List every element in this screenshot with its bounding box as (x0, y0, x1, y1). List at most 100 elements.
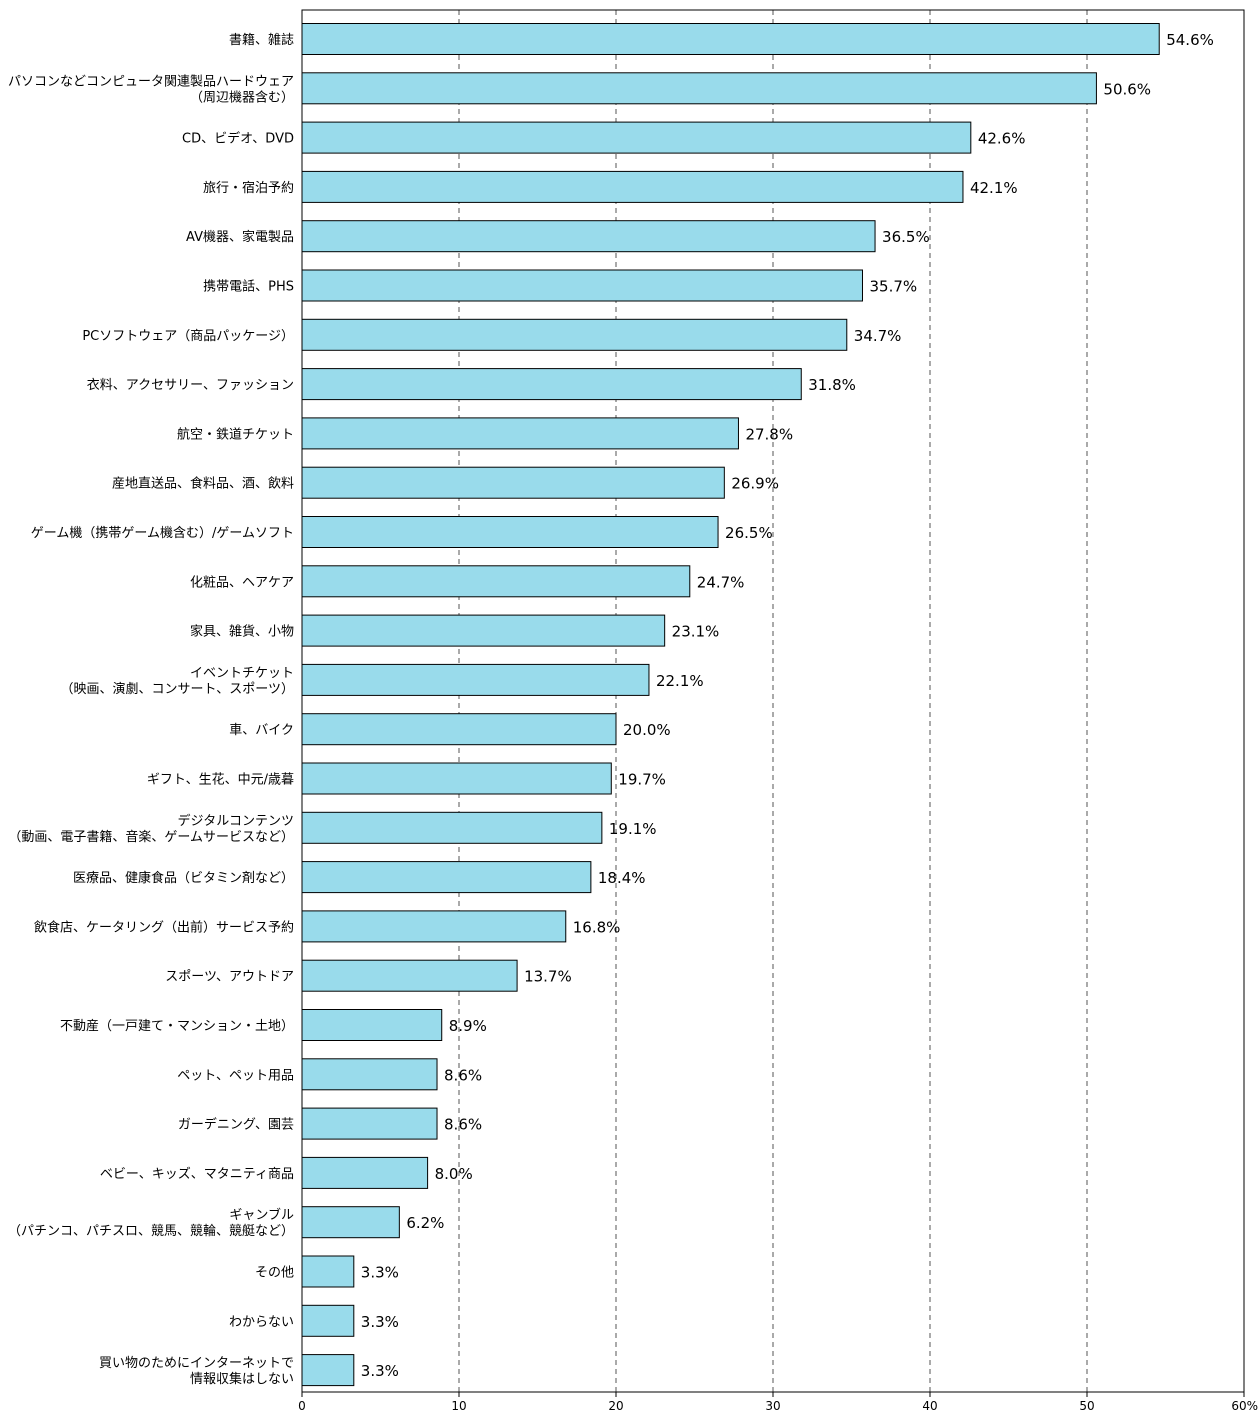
bar (301, 23, 1160, 55)
category-label: 携帯電話、PHS (203, 279, 294, 295)
bar (301, 861, 592, 894)
category-label-line: ガーデニング、園芸 (178, 1117, 294, 1133)
category-label-line: 書籍、雑誌 (229, 32, 294, 48)
category-label: 買い物のためにインターネットで情報収集はしない (99, 1356, 294, 1387)
bar (301, 1206, 400, 1239)
category-label-line: ギャンブル (229, 1207, 294, 1223)
category-label: 車、バイク (229, 723, 294, 738)
value-label: 36.5% (882, 228, 930, 246)
bar (301, 1304, 355, 1337)
bar (301, 1009, 443, 1041)
value-label: 20.0% (623, 721, 671, 739)
category-label: ギャンブル（パチンコ、パチスロ、競馬、競輪、競艇など） (8, 1207, 294, 1239)
bar (301, 910, 567, 943)
category-label-line: 航空・鉄道チケット (177, 426, 294, 442)
x-tick-label: 60% (1231, 1399, 1258, 1413)
category-label: AV機器、家電製品 (186, 229, 294, 245)
category-label: 医療品、健康食品（ビタミン剤など） (73, 870, 294, 886)
x-tick-label: 50 (1079, 1399, 1094, 1413)
category-label-line: ゲーム機（携帯ゲーム機含む）/ゲームソフト (31, 525, 294, 541)
value-label: 42.6% (978, 130, 1026, 148)
category-label: ベビー、キッズ、マタニティ商品 (100, 1166, 294, 1182)
category-label-line: パソコンなどコンピュータ関連製品ハードウェア (8, 74, 294, 89)
value-label: 13.7% (524, 968, 572, 986)
category-label-line: ペット、ペット用品 (177, 1068, 294, 1083)
category-label-line: 飲食店、ケータリング（出前）サービス予約 (34, 919, 294, 935)
value-label: 19.1% (609, 820, 657, 838)
category-label-line: （動画、電子書籍、音楽、ゲームサービスなど） (8, 829, 294, 845)
bar (301, 368, 802, 401)
value-label: 31.8% (808, 376, 856, 394)
value-label: 24.7% (697, 573, 745, 591)
value-label: 8.9% (449, 1017, 487, 1035)
category-label: 不動産（一戸建て・マンション・土地） (60, 1018, 294, 1034)
value-label: 3.3% (361, 1362, 399, 1380)
category-label: 飲食店、ケータリング（出前）サービス予約 (34, 919, 294, 935)
category-label-line: イベントチケット (190, 666, 294, 681)
category-label-line: ギフト、生花、中元/歳暮 (147, 772, 294, 788)
grid-lines (458, 10, 1088, 1392)
category-label: ペット、ペット用品 (177, 1068, 294, 1083)
category-label-line: （パチンコ、パチスロ、競馬、競輪、競艇など） (8, 1223, 294, 1239)
value-label: 6.2% (406, 1214, 444, 1232)
category-label-line: 買い物のためにインターネットで (99, 1356, 294, 1371)
category-label: スポーツ、アウトドア (165, 970, 294, 985)
value-label: 26.5% (725, 524, 773, 542)
category-label: 産地直送品、食料品、酒、飲料 (112, 476, 294, 492)
bar (301, 1156, 429, 1189)
category-label-line: わからない (229, 1315, 294, 1330)
bar (301, 121, 972, 154)
category-label: デジタルコンテンツ（動画、電子書籍、音楽、ゲームサービスなど） (8, 813, 294, 845)
value-label: 34.7% (854, 327, 902, 345)
value-label: 8.6% (444, 1116, 482, 1134)
category-label-line: 医療品、健康食品（ビタミン剤など） (73, 870, 294, 886)
category-label: ガーデニング、園芸 (178, 1117, 294, 1133)
axes (301, 9, 1245, 1397)
category-label: その他 (255, 1266, 294, 1281)
bar (301, 762, 612, 795)
bar (301, 1255, 355, 1288)
category-label-line: 車、バイク (229, 723, 294, 738)
category-label-line: ベビー、キッズ、マタニティ商品 (100, 1166, 294, 1182)
value-label: 50.6% (1103, 80, 1151, 98)
value-label: 8.6% (444, 1066, 482, 1084)
value-label: 22.1% (656, 672, 704, 690)
category-label: イベントチケット（映画、演劇、コンサート、スポーツ） (61, 666, 294, 697)
category-label-line: その他 (255, 1266, 294, 1281)
bar (301, 713, 617, 746)
category-label: 化粧品、ヘアケア (190, 575, 294, 590)
value-label: 8.0% (435, 1165, 473, 1183)
x-tick-label: 20 (608, 1399, 623, 1413)
category-label-line: 旅行・宿泊予約 (203, 180, 294, 196)
category-label-line: AV機器、家電製品 (186, 229, 294, 245)
value-label: 18.4% (598, 869, 646, 887)
category-label: 書籍、雑誌 (229, 32, 294, 48)
category-label-line: 携帯電話、PHS (203, 279, 294, 295)
category-label-line: 不動産（一戸建て・マンション・土地） (60, 1018, 294, 1034)
x-tick-label: 10 (451, 1399, 466, 1413)
value-label: 3.3% (361, 1264, 399, 1282)
category-label-line: CD、ビデオ、DVD (182, 131, 294, 147)
bar (301, 1107, 438, 1140)
bar (301, 318, 848, 351)
value-label: 19.7% (618, 771, 666, 789)
x-tick-label: 40 (922, 1399, 937, 1413)
bar (301, 811, 603, 844)
x-tick-label: 30 (765, 1399, 780, 1413)
category-label-line: 家具、雑貨、小物 (190, 624, 294, 640)
bar (301, 663, 650, 696)
category-label-line: （映画、演劇、コンサート、スポーツ） (61, 681, 294, 697)
category-label-line: 化粧品、ヘアケア (190, 575, 294, 590)
value-label: 27.8% (745, 425, 793, 443)
category-label: ギフト、生花、中元/歳暮 (147, 772, 294, 788)
value-label: 3.3% (361, 1313, 399, 1331)
category-label-line: 衣料、アクセサリー、ファッション (87, 377, 294, 393)
category-label: わからない (229, 1315, 294, 1330)
category-label-line: 情報収集はしない (190, 1371, 294, 1387)
category-label: PCソフトウェア（商品パッケージ） (82, 329, 294, 344)
value-label: 16.8% (573, 918, 621, 936)
category-label-line: スポーツ、アウトドア (165, 970, 294, 985)
labels: 0 10 20 30 40 50 60% 54.6% 書籍、雑誌 50.6% パソコンなどコンピュー… (8, 31, 1258, 1413)
category-label: CD、ビデオ、DVD (182, 131, 294, 147)
